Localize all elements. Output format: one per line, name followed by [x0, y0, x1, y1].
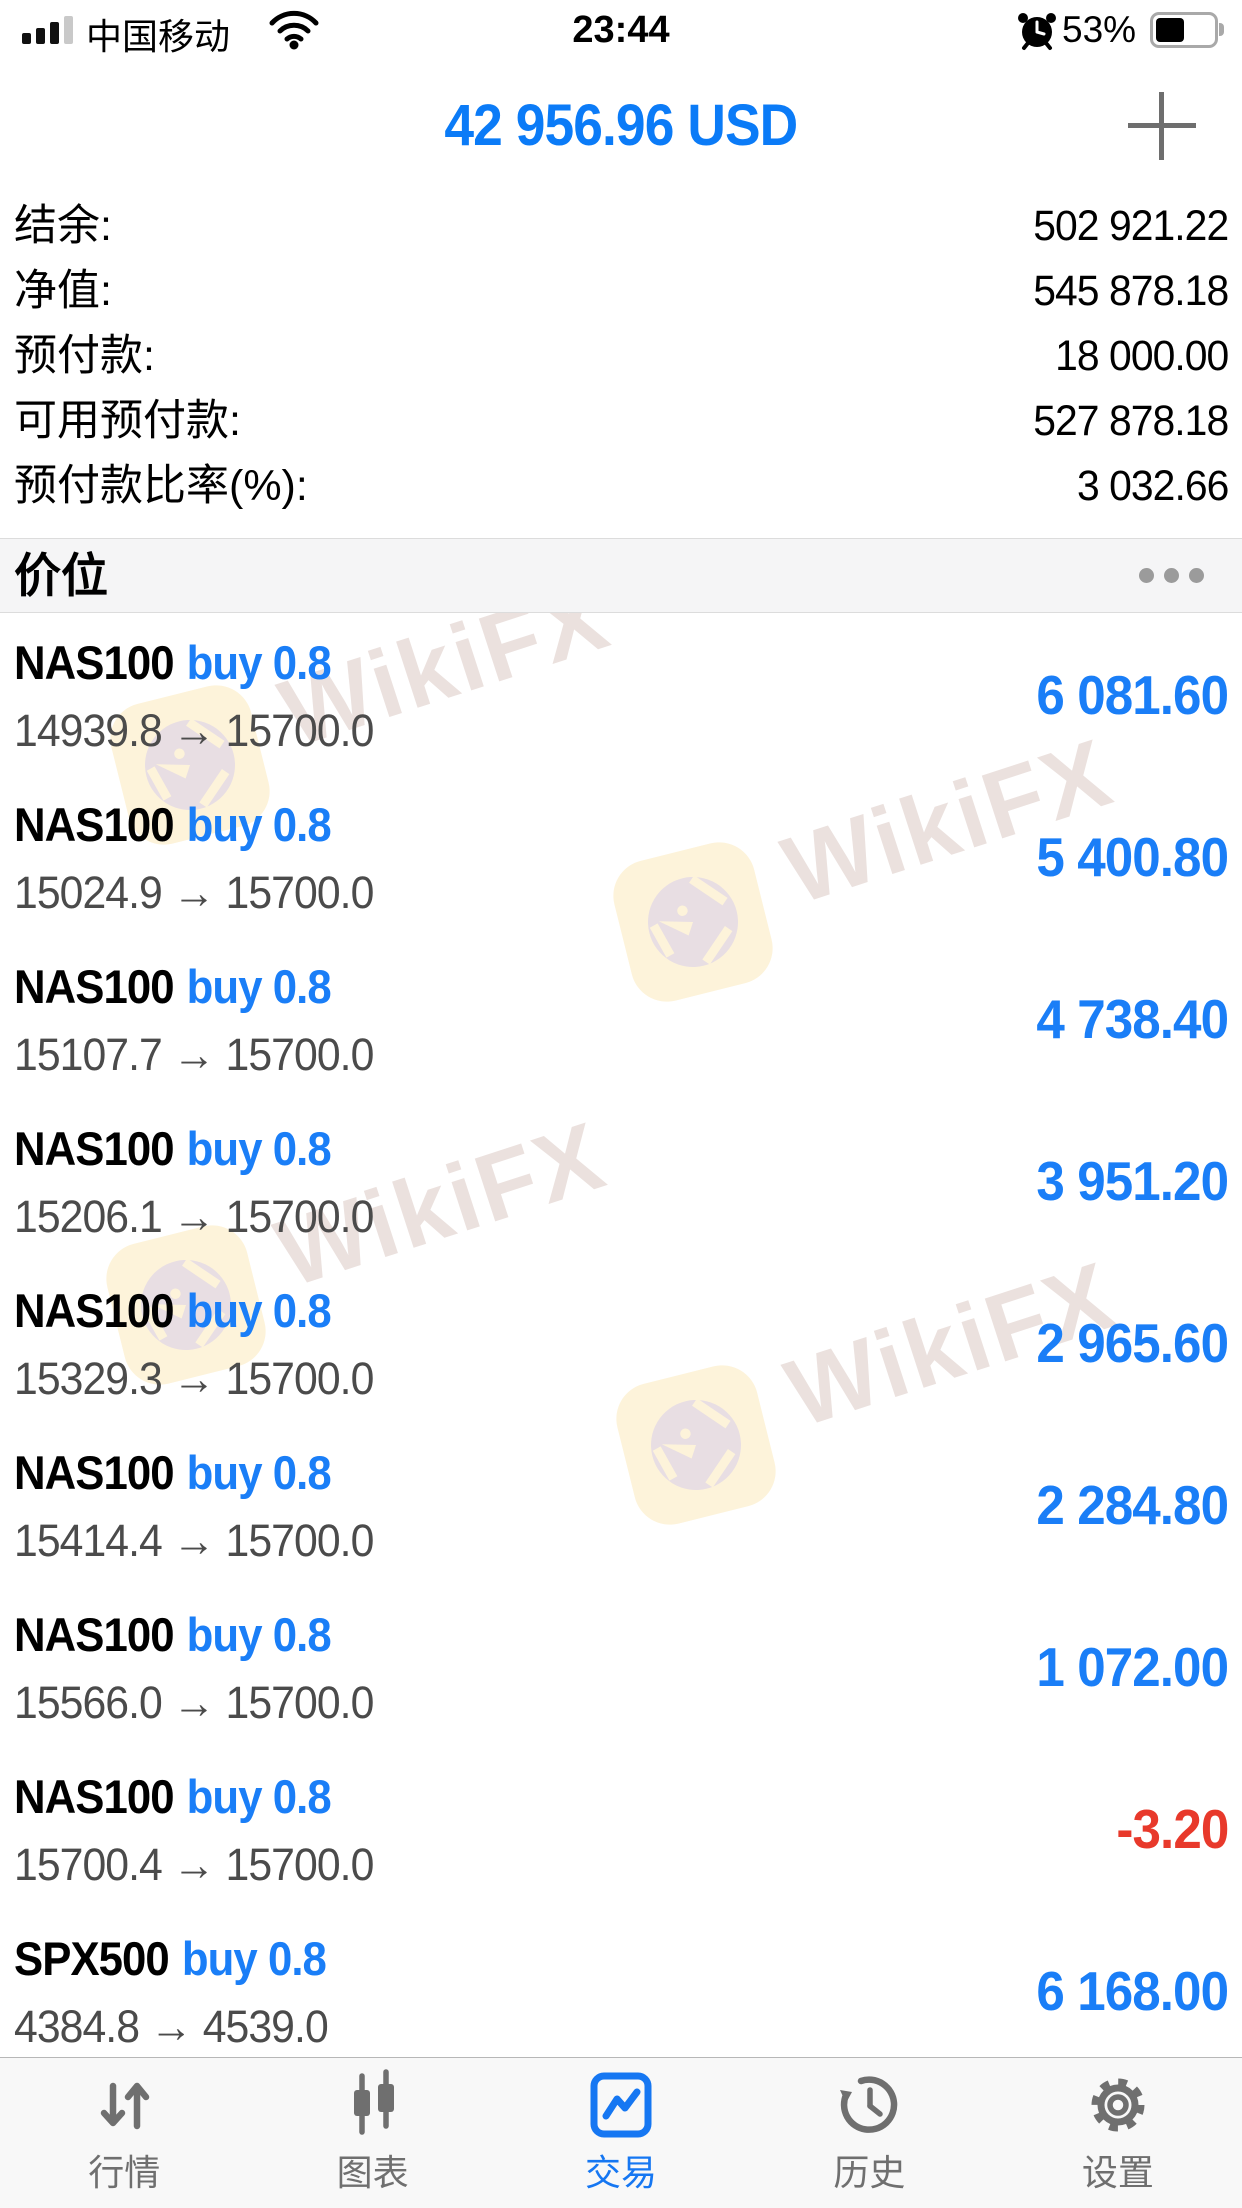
- battery-percent-label: 53%: [1062, 9, 1137, 50]
- account-row-margin: 预付款: 18 000.00: [14, 324, 1229, 389]
- tab-label: 交易: [585, 2152, 658, 2193]
- position-row[interactable]: SPX500 buy 0.8 4384.8 → 4539.0 6 168.00: [0, 1909, 1242, 2071]
- symbol-label: NAS100: [14, 960, 175, 1013]
- cellular-signal-icon: [22, 16, 73, 44]
- position-row[interactable]: NAS100 buy 0.8 15566.0 → 15700.0 1 072.00: [0, 1585, 1242, 1747]
- price-route-label: 15414.4 → 15700.0: [14, 1515, 374, 1566]
- account-row-margin-level: 预付款比率(%): 3 032.66: [14, 454, 1229, 519]
- position-row[interactable]: NAS100 buy 0.8 14939.8 → 15700.0 6 081.60: [0, 613, 1242, 775]
- account-row-balance: 结余: 502 921.22: [14, 194, 1229, 259]
- symbol-label: NAS100: [14, 1446, 175, 1499]
- profit-value: 6 081.60: [1036, 664, 1229, 726]
- alarm-clock-icon: [1018, 13, 1056, 50]
- account-balance-title: 42 956.96 USD: [444, 93, 799, 158]
- profit-value: 6 168.00: [1036, 1960, 1229, 2022]
- history-clock-icon: [840, 2076, 898, 2133]
- price-route-label: 15024.9 → 15700.0: [14, 867, 374, 918]
- battery-icon: [1150, 12, 1224, 48]
- side-volume-label: buy 0.8: [186, 1446, 332, 1499]
- account-value: 18 000.00: [1054, 332, 1229, 380]
- account-label: 可用预付款:: [14, 397, 241, 445]
- position-row[interactable]: NAS100 buy 0.8 15414.4 → 15700.0 2 284.80: [0, 1423, 1242, 1585]
- side-volume-label: buy 0.8: [181, 1932, 327, 1985]
- position-row[interactable]: NAS100 buy 0.8 15024.9 → 15700.0 5 400.80: [0, 775, 1242, 937]
- position-row[interactable]: NAS100 buy 0.8 15107.7 → 15700.0 4 738.40: [0, 937, 1242, 1099]
- symbol-label: NAS100: [14, 1122, 175, 1175]
- side-volume-label: buy 0.8: [186, 1284, 332, 1337]
- account-value: 545 878.18: [1033, 267, 1229, 315]
- account-row-free-margin: 可用预付款: 527 878.18: [14, 389, 1229, 454]
- side-volume-label: buy 0.8: [186, 1770, 332, 1823]
- positions-section-header: 价位: [0, 538, 1242, 613]
- tab-quotes[interactable]: 行情: [0, 2058, 248, 2208]
- tab-settings[interactable]: 设置: [994, 2058, 1242, 2208]
- positions-title: 价位: [14, 549, 108, 602]
- price-route-label: 15566.0 → 15700.0: [14, 1677, 374, 1728]
- symbol-label: NAS100: [14, 798, 175, 851]
- symbol-label: NAS100: [14, 1284, 175, 1337]
- price-route-label: 14939.8 → 15700.0: [14, 705, 374, 756]
- tab-label: 行情: [88, 2152, 161, 2193]
- tab-label: 历史: [833, 2152, 906, 2193]
- position-row[interactable]: NAS100 buy 0.8 15700.4 → 15700.0 -3.20: [0, 1747, 1242, 1909]
- account-value: 3 032.66: [1076, 462, 1229, 510]
- profit-value: 5 400.80: [1036, 826, 1229, 888]
- tab-bar: 行情 图表 交易: [0, 2057, 1242, 2208]
- profit-value: -3.20: [1116, 1798, 1229, 1860]
- status-time: 23:44: [572, 9, 670, 51]
- tab-label: 图表: [336, 2152, 409, 2193]
- wifi-icon: [269, 10, 319, 50]
- account-summary: 结余: 502 921.22 净值: 545 878.18 预付款: 18 00…: [14, 194, 1229, 519]
- tab-history[interactable]: 历史: [745, 2058, 993, 2208]
- price-route-label: 15700.4 → 15700.0: [14, 1839, 374, 1890]
- account-label: 结余:: [14, 202, 112, 250]
- profit-value: 1 072.00: [1036, 1636, 1229, 1698]
- gear-icon: [1091, 2078, 1145, 2132]
- side-volume-label: buy 0.8: [186, 798, 332, 851]
- account-label: 净值:: [14, 267, 112, 315]
- account-value: 502 921.22: [1033, 202, 1229, 250]
- positions-list: NAS100 buy 0.8 14939.8 → 15700.0 6 081.60…: [0, 613, 1242, 2071]
- tab-label: 设置: [1081, 2152, 1154, 2193]
- side-volume-label: buy 0.8: [186, 960, 332, 1013]
- status-bar: 中国移动 23:44 53%: [0, 0, 1242, 57]
- account-label: 预付款:: [14, 332, 155, 380]
- account-row-equity: 净值: 545 878.18: [14, 259, 1229, 324]
- more-options-icon[interactable]: [1139, 568, 1204, 583]
- profit-value: 2 965.60: [1036, 1312, 1229, 1374]
- symbol-label: NAS100: [14, 1608, 175, 1661]
- price-route-label: 4384.8 → 4539.0: [14, 2001, 329, 2052]
- profit-value: 4 738.40: [1036, 988, 1229, 1050]
- profit-value: 3 951.20: [1036, 1150, 1229, 1212]
- price-route-label: 15329.3 → 15700.0: [14, 1353, 374, 1404]
- position-row[interactable]: NAS100 buy 0.8 15329.3 → 15700.0 2 965.60: [0, 1261, 1242, 1423]
- price-route-label: 15107.7 → 15700.0: [14, 1029, 374, 1080]
- symbol-label: NAS100: [14, 1770, 175, 1823]
- symbol-label: NAS100: [14, 636, 175, 689]
- symbol-label: SPX500: [14, 1932, 170, 1985]
- carrier-label: 中国移动: [86, 16, 231, 57]
- position-row[interactable]: NAS100 buy 0.8 15206.1 → 15700.0 3 951.20: [0, 1099, 1242, 1261]
- side-volume-label: buy 0.8: [186, 1608, 332, 1661]
- candlestick-chart-icon: [353, 2069, 394, 2135]
- tab-trade[interactable]: 交易: [497, 2058, 745, 2208]
- trade-icon: [590, 2072, 652, 2138]
- side-volume-label: buy 0.8: [186, 636, 332, 689]
- side-volume-label: buy 0.8: [186, 1122, 332, 1175]
- price-route-label: 15206.1 → 15700.0: [14, 1191, 374, 1242]
- account-label: 预付款比率(%):: [14, 462, 308, 510]
- quotes-arrows-icon: [100, 2082, 150, 2130]
- account-value: 527 878.18: [1033, 397, 1229, 445]
- add-order-button[interactable]: [1126, 90, 1198, 162]
- profit-value: 2 284.80: [1036, 1474, 1229, 1536]
- tab-charts[interactable]: 图表: [248, 2058, 496, 2208]
